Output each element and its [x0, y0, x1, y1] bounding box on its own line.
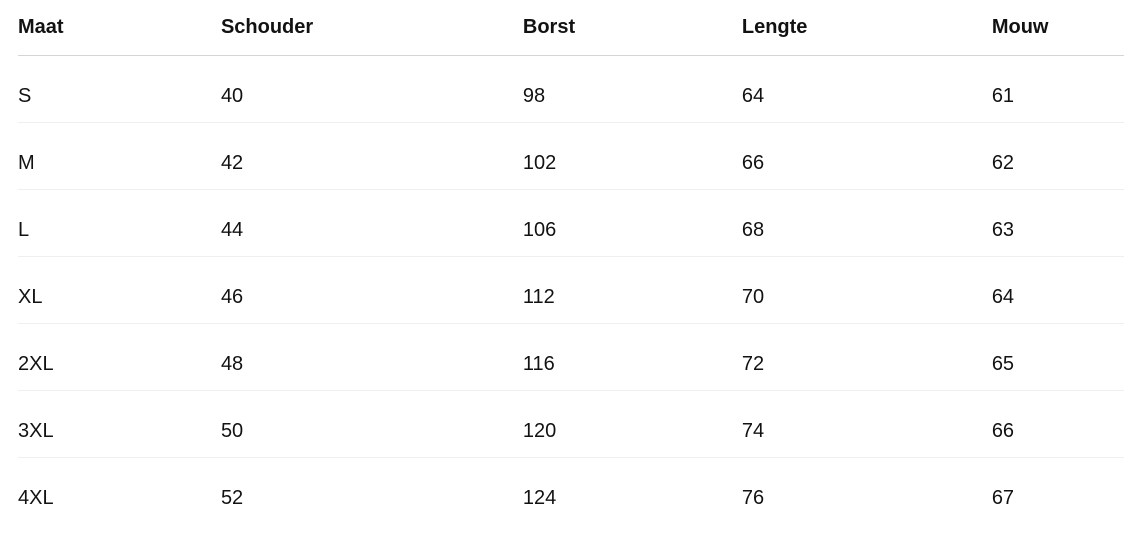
- measurement-cell: 116: [522, 323, 742, 391]
- measurement-cell: 66: [991, 390, 1124, 458]
- table-row-xl: XL 46 112 70 64: [18, 256, 1124, 324]
- measurement-cell: 63: [991, 189, 1124, 257]
- measurement-cell: 66: [741, 122, 992, 190]
- measurement-cell: 50: [220, 390, 523, 458]
- measurement-cell: 61: [991, 55, 1124, 123]
- table-row-2xl: 2XL 48 116 72 65: [18, 323, 1124, 391]
- table-row-s: S 40 98 64 61: [18, 55, 1124, 123]
- measurement-cell: 44: [220, 189, 523, 257]
- measurement-cell: 98: [522, 55, 742, 123]
- measurement-cell: 76: [741, 487, 765, 509]
- measurement-cell: 46: [220, 256, 523, 324]
- size-chart-section: Maat Schouder Borst Lengte Mouw S 40 98 …: [18, 0, 1124, 524]
- measurement-cell: 112: [522, 256, 742, 324]
- size-label-cell: S: [18, 55, 221, 123]
- measurement-cell: 102: [522, 122, 742, 190]
- table-row-m: M 42 102 66 62: [18, 122, 1124, 190]
- measurement-cell: 72: [741, 323, 992, 391]
- measurement-cell: 62: [991, 122, 1124, 190]
- measurement-cell: 67: [991, 487, 1015, 509]
- size-label-cell: 2XL: [18, 323, 221, 391]
- measurement-cell: 68: [741, 189, 992, 257]
- measurement-cell: 106: [522, 189, 742, 257]
- size-label-cell: L: [18, 189, 221, 257]
- column-header-mouw: Mouw: [991, 0, 1124, 56]
- table-row-l: L 44 106 68 63: [18, 189, 1124, 257]
- measurement-cell: 52: [220, 487, 244, 509]
- table-row-3xl: 3XL 50 120 74 66: [18, 390, 1124, 458]
- column-header-maat: Maat: [18, 0, 221, 56]
- size-label-cell: XL: [18, 256, 221, 324]
- size-label-cell: 4XL: [18, 487, 54, 509]
- table-header-row: Maat Schouder Borst Lengte Mouw: [18, 0, 1124, 56]
- measurement-cell: 65: [991, 323, 1124, 391]
- measurement-cell: 74: [741, 390, 992, 458]
- measurement-cell: 70: [741, 256, 992, 324]
- measurement-cell: 48: [220, 323, 523, 391]
- measurement-cell: 40: [220, 55, 523, 123]
- measurement-cell: 64: [741, 55, 992, 123]
- measurement-cell: 64: [991, 256, 1124, 324]
- measurement-cell: 42: [220, 122, 523, 190]
- column-header-schouder: Schouder: [220, 0, 523, 56]
- column-header-borst: Borst: [522, 0, 742, 56]
- size-label-cell: 3XL: [18, 390, 221, 458]
- measurement-cell: 124: [522, 487, 557, 509]
- column-header-lengte: Lengte: [741, 0, 992, 56]
- measurement-cell: 120: [522, 390, 742, 458]
- table-row-4xl: 4XL 52 124 76 67: [18, 458, 1124, 525]
- size-label-cell: M: [18, 122, 221, 190]
- size-chart-table: Maat Schouder Borst Lengte Mouw S 40 98 …: [18, 0, 1124, 524]
